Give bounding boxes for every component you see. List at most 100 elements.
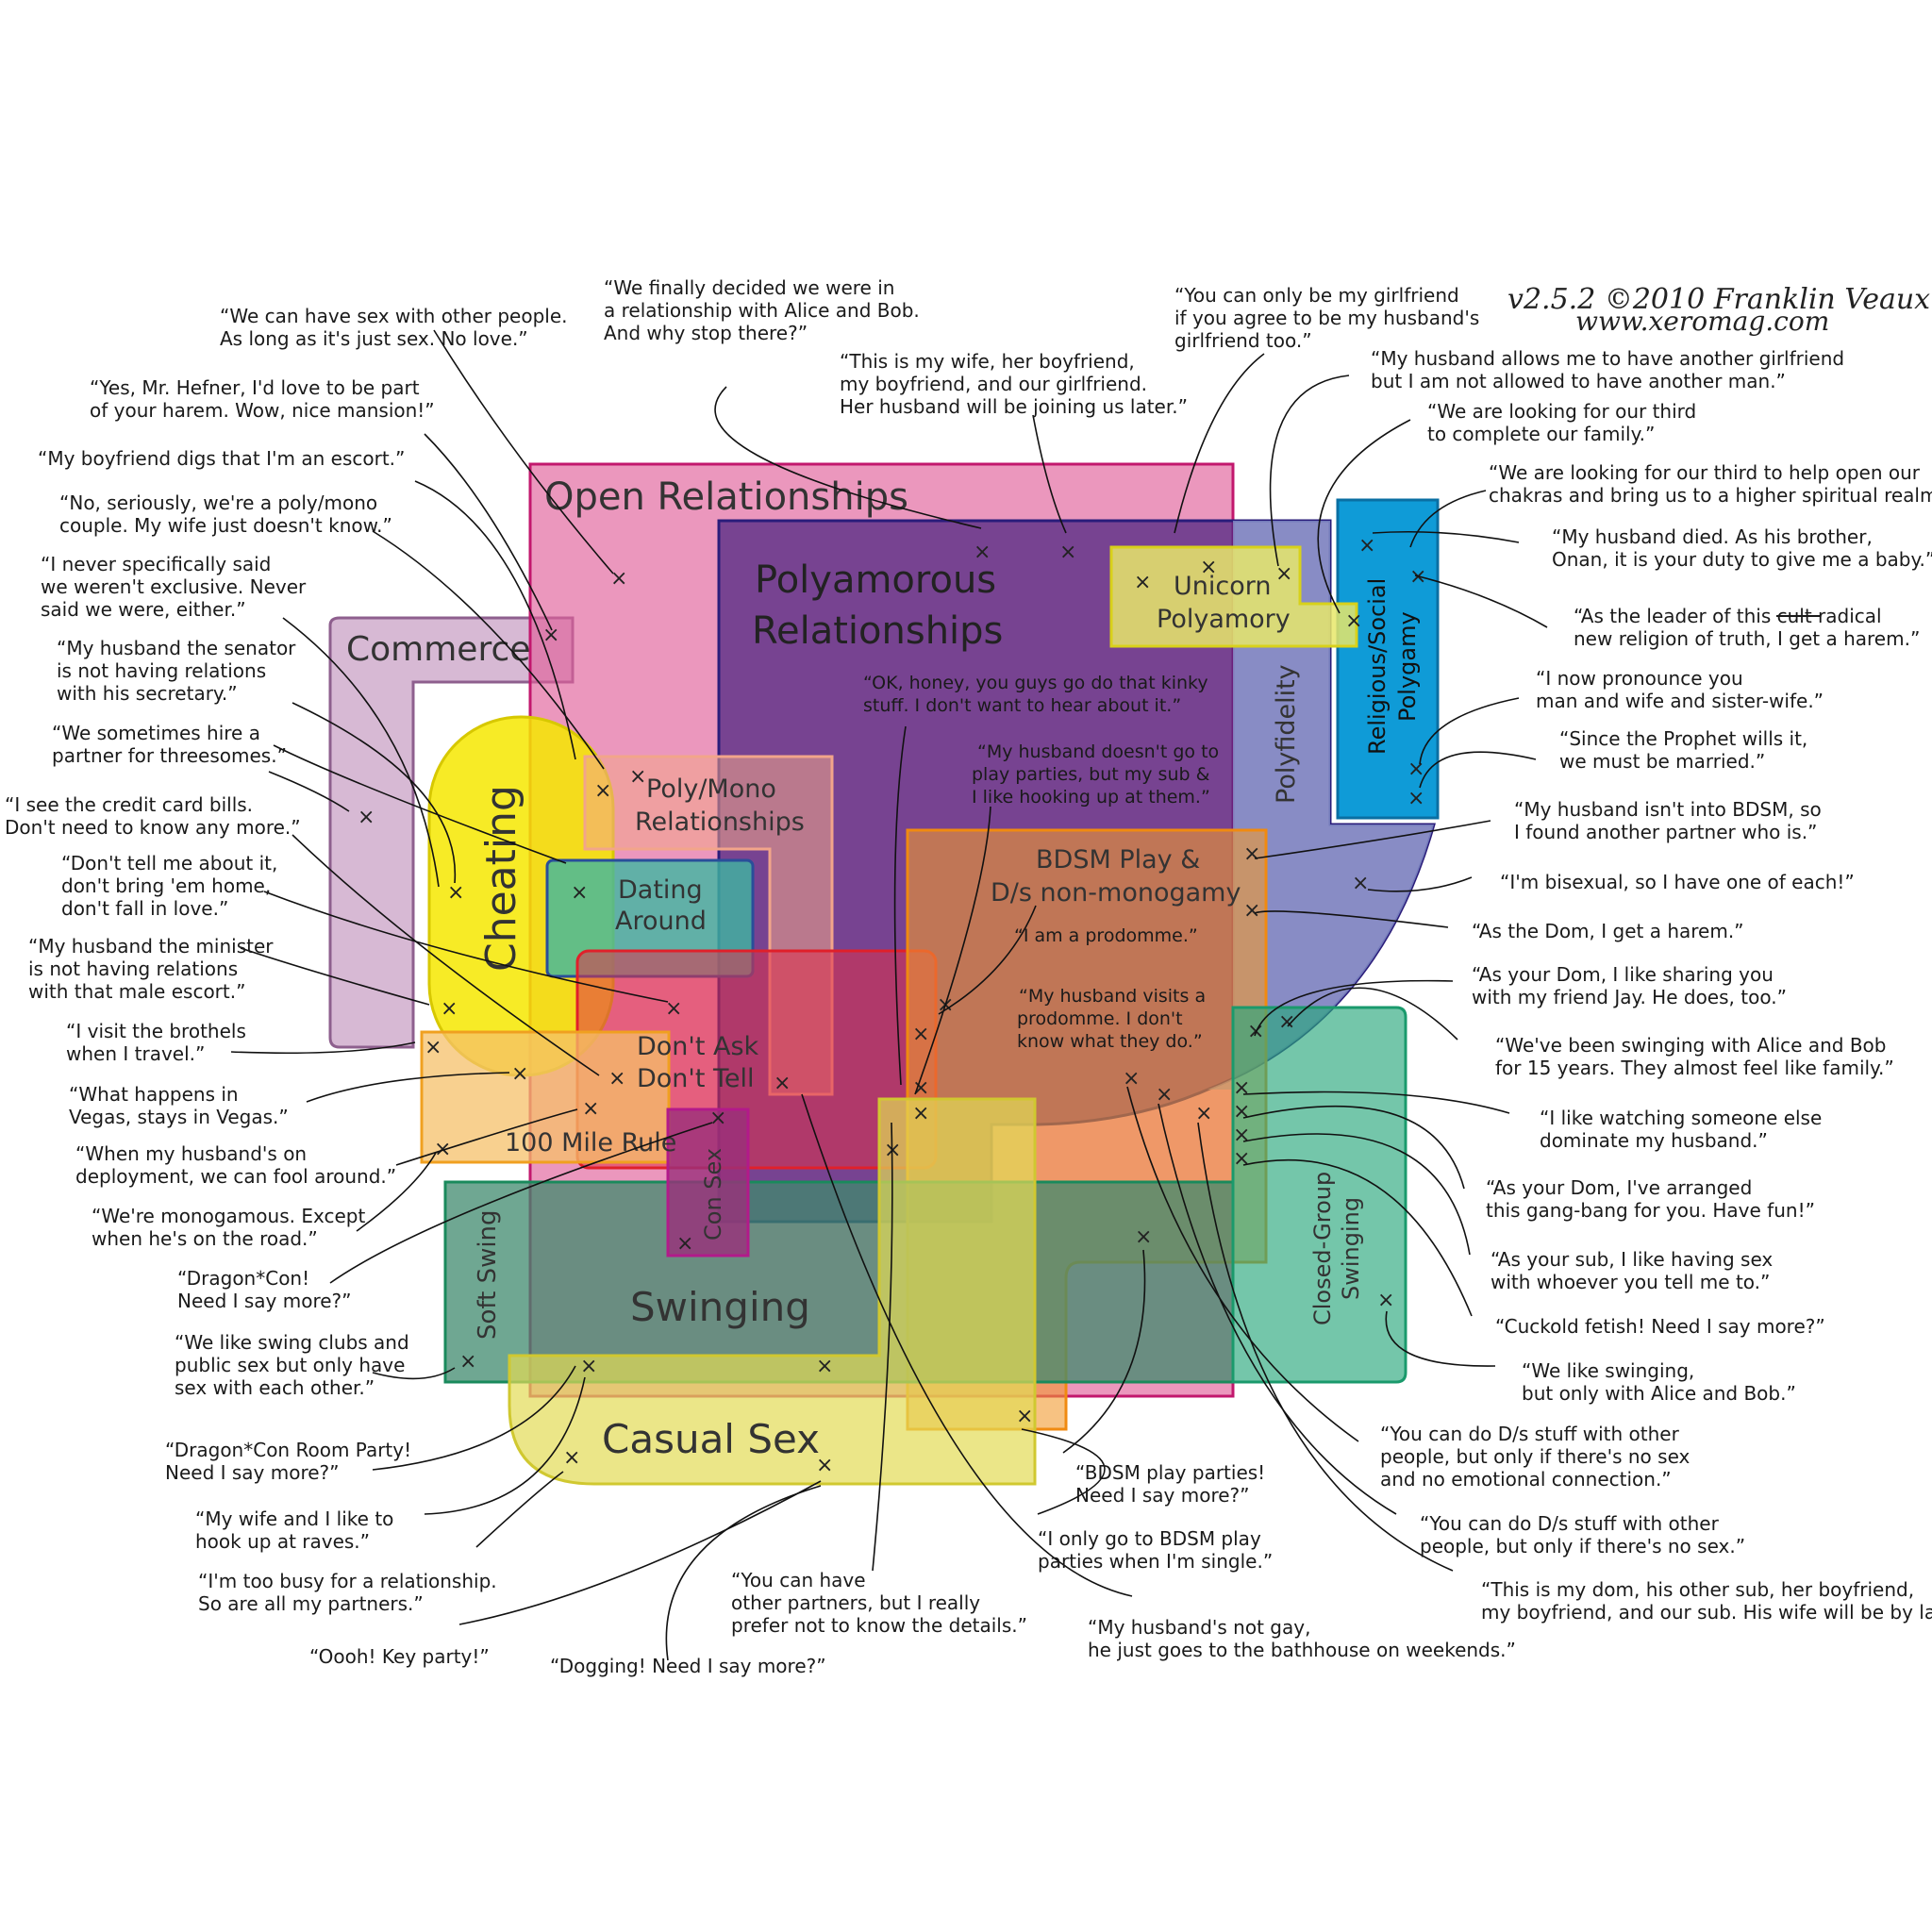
leader-lines [230, 329, 1548, 1661]
quote-cult-1: “As the leader of this cult radical [1574, 605, 1882, 627]
quote-hefner-2: of your harem. Wow, nice mansion!” [90, 399, 435, 422]
region-unicorn [1109, 545, 1358, 648]
quote-thisiswife-2: my boyfriend, and our girlfriend. [840, 373, 1147, 395]
quote-dragoncon-1: “Dragon*Con! [177, 1267, 309, 1290]
quote-cult-2: new religion of truth, I get a harem.” [1574, 627, 1920, 650]
x-mark: × [665, 997, 682, 1021]
label-polyamorous-1: Polyamorous [755, 558, 996, 602]
x-mark: × [709, 1107, 726, 1130]
x-mark: × [1377, 1289, 1394, 1312]
x-mark: × [816, 1454, 833, 1477]
quote-notbdsm-2: I found another partner who is.” [1514, 821, 1817, 843]
x-mark: × [580, 1355, 597, 1378]
quote-thisiswife-1: “This is my wife, her boyfriend, [840, 350, 1135, 373]
label-unicorn-1: Unicorn [1174, 572, 1271, 601]
quote-alicebob-1: “We finally decided we were in [604, 276, 894, 299]
inner-quote-visits-2: prodomme. I don't [1017, 1008, 1183, 1029]
quote-details-3: prefer not to know the details.” [731, 1614, 1027, 1637]
quote-dominate-1: “I like watching someone else [1540, 1107, 1822, 1129]
quote-unicorn-3: girlfriend too.” [1174, 329, 1312, 352]
quote-minister-1: “My husband the minister [28, 935, 274, 958]
quote-details-1: “You can have [731, 1569, 866, 1591]
x-mark: × [459, 1350, 476, 1374]
quote-sisterwife-1: “I now pronounce you [1536, 667, 1743, 690]
quote-raves-1: “My wife and I like to [195, 1507, 393, 1530]
quote-vegas-2: Vegas, stays in Vegas.” [69, 1106, 289, 1128]
region-commerce [328, 616, 575, 1049]
quote-polymono-1: “No, seriously, we're a poly/mono [59, 491, 377, 514]
quote-dsnoconn-3: and no emotional connection.” [1380, 1468, 1672, 1491]
quote-dsnosex-1: “You can do D/s stuff with other [1420, 1512, 1720, 1535]
x-mark: × [610, 567, 627, 591]
quote-single-1: “I only go to BDSM play [1038, 1527, 1261, 1550]
x-mark: × [582, 1097, 599, 1121]
quote-jay-1: “As your Dom, I like sharing you [1472, 963, 1774, 986]
label-poly-mono-1: Poly/Mono [646, 774, 776, 804]
quote-chakras-2: chakras and bring us to a higher spiritu… [1489, 484, 1932, 507]
label-religious-1: Religious/Social [1364, 578, 1391, 755]
x-mark: × [1233, 1076, 1250, 1100]
quote-raves-2: hook up at raves.” [195, 1530, 370, 1553]
quote-gangbang-2: this gang-bang for you. Have fun!” [1486, 1199, 1815, 1222]
label-poly-mono-2: Relationships [635, 808, 805, 837]
label-closed-group-1: Closed-Group [1309, 1172, 1336, 1325]
quote-bathhouse-2: he just goes to the bathhouse on weekend… [1088, 1639, 1516, 1661]
quote-chakras-1: “We are looking for our third to help op… [1489, 461, 1921, 484]
x-mark: × [1345, 609, 1362, 633]
quote-never-3: said we were, either.” [41, 598, 246, 621]
quote-keyparty: “Oooh! Key party!” [309, 1645, 490, 1668]
quote-unicorn-1: “You can only be my girlfriend [1174, 284, 1459, 307]
region-100-mile [420, 1030, 671, 1164]
quote-road-2: when he's on the road.” [92, 1227, 318, 1250]
quote-bdsmparties-1: “BDSM play parties! [1075, 1461, 1265, 1484]
x-mark: × [1134, 571, 1151, 594]
site-credit: www.xeromag.com [1575, 306, 1829, 337]
x-mark: × [676, 1232, 693, 1256]
quote-deploy-1: “When my husband's on [75, 1142, 307, 1165]
x-mark: × [1233, 1147, 1250, 1171]
quote-bdsmparties-2: Need I say more?” [1075, 1484, 1250, 1507]
x-mark: × [571, 881, 588, 905]
x-mark: × [1275, 562, 1292, 586]
x-mark: × [1233, 1100, 1250, 1124]
quote-credit-2: Don't need to know any more.” [5, 816, 301, 839]
quote-bisexual: “I'm bisexual, so I have one of each!” [1500, 871, 1855, 893]
x-mark: × [912, 1023, 929, 1046]
quote-deploy-2: deployment, we can fool around.” [75, 1165, 396, 1188]
quote-donttell-3: don't fall in love.” [61, 897, 228, 920]
label-open-relationships: Open Relationships [544, 475, 908, 519]
x-mark: × [774, 1072, 791, 1095]
quote-threesome-2: partner for threesomes.” [52, 744, 287, 767]
quote-sub-1: “As your sub, I like having sex [1491, 1248, 1773, 1271]
quote-senator-3: with his secretary.” [57, 682, 238, 705]
quote-donttell-1: “Don't tell me about it, [61, 852, 277, 874]
quote-onan-2: Onan, it is your duty to give me a baby.… [1552, 548, 1932, 571]
inner-quote-visits-1: “My husband visits a [1019, 986, 1206, 1007]
quote-alicebob-2: a relationship with Alice and Bob. [604, 299, 920, 322]
label-swinging: Swinging [630, 1284, 810, 1330]
label-dating-around-1: Dating [618, 875, 703, 905]
quote-prophet-1: “Since the Prophet wills it, [1559, 727, 1807, 750]
x-mark: × [608, 1067, 625, 1091]
x-mark: × [1123, 1067, 1140, 1091]
quote-third-1: “We are looking for our third [1427, 400, 1696, 423]
quote-busy-1: “I'm too busy for a relationship. [198, 1570, 497, 1592]
x-mark: × [1156, 1083, 1173, 1107]
quote-mydom-2: my boyfriend, and our sub. His wife will… [1481, 1601, 1932, 1624]
quote-onlyalice-1: “We like swinging, [1522, 1359, 1694, 1382]
quote-single-2: parties when I'm single.” [1038, 1550, 1273, 1573]
quote-dsnoconn-1: “You can do D/s stuff with other [1380, 1423, 1680, 1445]
quote-swingclubs-2: public sex but only have [175, 1354, 405, 1376]
label-con-sex: Con Sex [700, 1148, 726, 1241]
label-casual-sex: Casual Sex [602, 1416, 820, 1462]
label-dating-around-2: Around [615, 907, 707, 936]
inner-quote-prodomme: “I am a prodomme.” [1014, 925, 1198, 946]
x-mark: × [1243, 899, 1260, 923]
label-dont-ask-2: Don't Tell [637, 1064, 755, 1093]
x-mark: × [912, 1076, 929, 1100]
x-mark: × [542, 624, 559, 647]
quote-domharem: “As the Dom, I get a harem.” [1472, 920, 1744, 942]
quote-busy-2: So are all my partners.” [198, 1592, 424, 1615]
x-mark: × [1352, 872, 1369, 895]
